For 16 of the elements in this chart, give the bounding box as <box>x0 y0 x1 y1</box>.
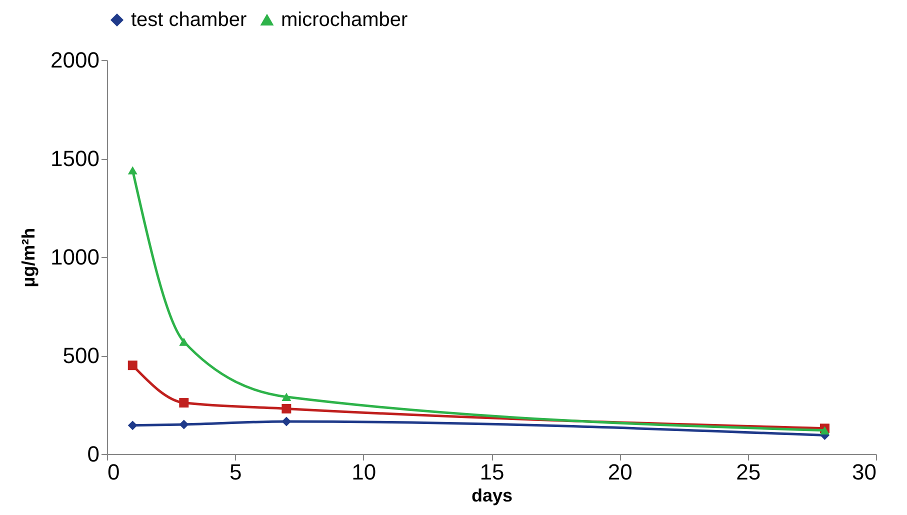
y-axis-title: µg/m²h <box>18 228 39 288</box>
x-tick-label: 25 <box>736 460 761 484</box>
x-tick-label: 0 <box>108 460 120 484</box>
x-axis-title: days <box>471 486 513 506</box>
y-tick-label: 2000 <box>50 48 100 72</box>
x-tick-label: 30 <box>852 460 876 484</box>
y-tick-label: 1000 <box>50 244 100 270</box>
x-tick-label: 5 <box>230 460 242 484</box>
y-tick-label: 1500 <box>50 146 100 171</box>
legend-label: microchamber <box>281 9 408 31</box>
y-tick-label: 500 <box>62 343 100 368</box>
x-tick-label: 10 <box>352 460 376 484</box>
x-tick-label: 20 <box>608 460 632 484</box>
y-tick-label: 0 <box>87 442 100 466</box>
x-tick-label: 15 <box>480 460 504 484</box>
legend-label: test chamber <box>131 9 247 31</box>
